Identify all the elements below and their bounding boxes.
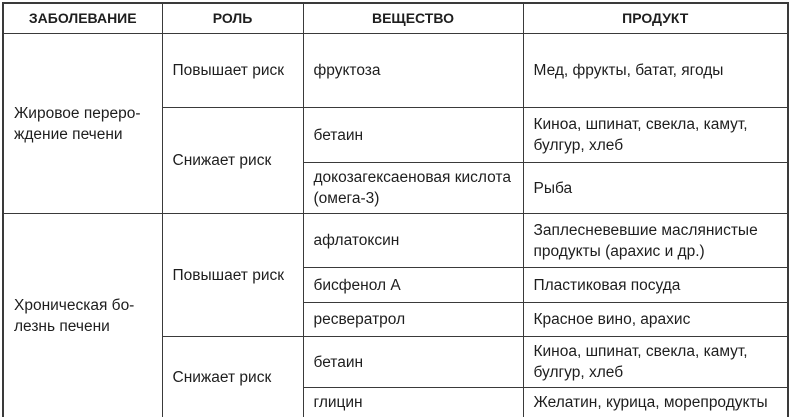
cell-product-dha: Рыба	[522, 162, 789, 214]
cell-substance-resveratrol: ресвератрол	[302, 302, 524, 337]
cell-role-2-increase: Повышает риск	[161, 213, 304, 337]
cell-role-2-decrease: Снижает риск	[161, 336, 304, 417]
cell-substance-dha: докозагексаеновая кислота (омега-3)	[302, 162, 524, 214]
cell-product-betaine-2: Киноа, шпинат, свекла, камут, булгур, хл…	[522, 336, 789, 388]
table-row: Жировое переро- ждение печени Повышает р…	[2, 33, 789, 214]
table-header-row: ЗАБОЛЕВАНИЕ РОЛЬ ВЕЩЕСТВО ПРОДУКТ	[2, 2, 789, 34]
cell-substance-fructose: фруктоза	[302, 33, 524, 108]
cell-substance-aflatoxin: афлатоксин	[302, 213, 524, 268]
header-cell-substance: ВЕЩЕСТВО	[302, 2, 524, 34]
cell-substance-betaine-1: бетаин	[302, 107, 524, 163]
header-cell-product: ПРОДУКТ	[522, 2, 789, 34]
cell-substance-betaine-2: бетаин	[302, 336, 524, 388]
table-row: Снижает риск бетаин Киноа, шпинат, свекл…	[3, 336, 789, 417]
cell-substance-glycine: глицин	[302, 387, 524, 417]
table-row: Снижает риск бетаин Киноа, шпинат, свекл…	[3, 107, 789, 214]
cell-product-aflatoxin: Заплесневевшие маслянистые продукты (ара…	[522, 213, 789, 268]
table-row: Хроническая бо- лезнь печени Повышает ри…	[2, 213, 789, 417]
table-row: глицин Желатин, курица, морепродукты	[3, 387, 789, 417]
cell-product-betaine-1: Киноа, шпинат, свекла, камут, булгур, хл…	[522, 107, 789, 163]
cell-product-resveratrol: Красное вино, арахис	[522, 302, 789, 337]
cell-substance-bisphenol: бисфенол А	[302, 267, 524, 303]
cell-product-bisphenol: Пластиковая посуда	[522, 267, 789, 303]
cell-role-1-decrease: Снижает риск	[161, 107, 304, 214]
table-row: ресвератрол Красное вино, арахис	[3, 302, 789, 337]
header-cell-role: РОЛЬ	[161, 2, 304, 34]
cell-product-fructose: Мед, фрукты, батат, ягоды	[522, 33, 789, 108]
cell-disease-1: Жировое переро- ждение печени	[2, 33, 163, 214]
header-cell-disease: ЗАБОЛЕВАНИЕ	[2, 2, 163, 34]
cell-disease-2: Хроническая бо- лезнь печени	[2, 213, 163, 417]
cell-product-glycine: Желатин, курица, морепродукты	[522, 387, 789, 417]
cell-role-1-increase: Повышает риск	[161, 33, 304, 108]
